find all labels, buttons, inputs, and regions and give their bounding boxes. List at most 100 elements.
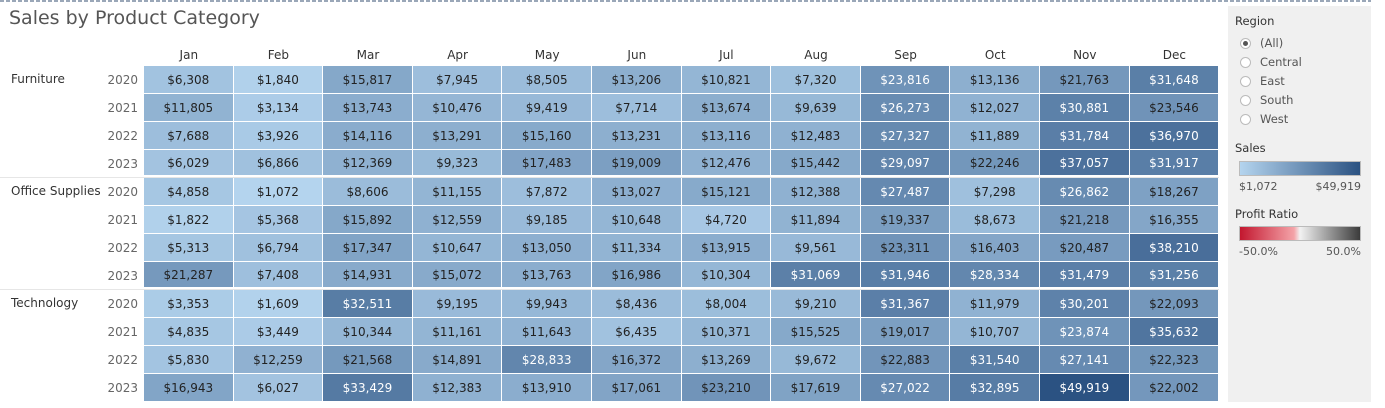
heatmap-cell[interactable]: $35,632 <box>1130 318 1220 346</box>
heatmap-cell[interactable]: $31,540 <box>950 346 1040 374</box>
heatmap-cell[interactable]: $7,945 <box>413 66 503 94</box>
heatmap-cell[interactable]: $30,201 <box>1040 290 1130 318</box>
heatmap-cell[interactable]: $27,487 <box>861 178 951 206</box>
heatmap-cell[interactable]: $21,568 <box>323 346 413 374</box>
heatmap-cell[interactable]: $16,403 <box>950 234 1040 262</box>
heatmap-cell[interactable]: $13,206 <box>592 66 682 94</box>
heatmap-cell[interactable]: $23,816 <box>861 66 951 94</box>
heatmap-cell[interactable]: $17,619 <box>771 374 861 402</box>
heatmap-cell[interactable]: $8,004 <box>682 290 772 318</box>
heatmap-cell[interactable]: $5,368 <box>234 206 324 234</box>
heatmap-cell[interactable]: $7,714 <box>592 94 682 122</box>
heatmap-cell[interactable]: $11,805 <box>144 94 234 122</box>
heatmap-cell[interactable]: $22,002 <box>1130 374 1220 402</box>
heatmap-cell[interactable]: $23,546 <box>1130 94 1220 122</box>
heatmap-cell[interactable]: $11,155 <box>413 178 503 206</box>
heatmap-cell[interactable]: $10,304 <box>682 262 772 290</box>
heatmap-cell[interactable]: $20,487 <box>1040 234 1130 262</box>
heatmap-cell[interactable]: $13,743 <box>323 94 413 122</box>
heatmap-cell[interactable]: $7,408 <box>234 262 324 290</box>
heatmap-cell[interactable]: $23,210 <box>682 374 772 402</box>
heatmap-cell[interactable]: $5,830 <box>144 346 234 374</box>
heatmap-cell[interactable]: $11,894 <box>771 206 861 234</box>
heatmap-cell[interactable]: $22,246 <box>950 150 1040 178</box>
region-option-west[interactable]: West <box>1240 111 1288 127</box>
heatmap-cell[interactable]: $14,891 <box>413 346 503 374</box>
heatmap-cell[interactable]: $12,483 <box>771 122 861 150</box>
heatmap-cell[interactable]: $13,291 <box>413 122 503 150</box>
heatmap-cell[interactable]: $8,606 <box>323 178 413 206</box>
heatmap-cell[interactable]: $3,449 <box>234 318 324 346</box>
heatmap-cell[interactable]: $8,673 <box>950 206 1040 234</box>
region-option-south[interactable]: South <box>1240 92 1293 108</box>
heatmap-cell[interactable]: $1,840 <box>234 66 324 94</box>
heatmap-cell[interactable]: $13,136 <box>950 66 1040 94</box>
heatmap-cell[interactable]: $12,559 <box>413 206 503 234</box>
heatmap-cell[interactable]: $11,161 <box>413 318 503 346</box>
heatmap-cell[interactable]: $13,763 <box>502 262 592 290</box>
heatmap-cell[interactable]: $8,505 <box>502 66 592 94</box>
heatmap-cell[interactable]: $15,892 <box>323 206 413 234</box>
heatmap-cell[interactable]: $36,970 <box>1130 122 1220 150</box>
heatmap-cell[interactable]: $9,185 <box>502 206 592 234</box>
heatmap-cell[interactable]: $13,910 <box>502 374 592 402</box>
heatmap-cell[interactable]: $9,672 <box>771 346 861 374</box>
heatmap-cell[interactable]: $16,986 <box>592 262 682 290</box>
radio-selected-icon[interactable] <box>1240 38 1251 49</box>
heatmap-cell[interactable]: $9,561 <box>771 234 861 262</box>
heatmap-cell[interactable]: $7,298 <box>950 178 1040 206</box>
heatmap-cell[interactable]: $12,027 <box>950 94 1040 122</box>
heatmap-cell[interactable]: $19,009 <box>592 150 682 178</box>
heatmap-cell[interactable]: $21,287 <box>144 262 234 290</box>
heatmap-cell[interactable]: $31,367 <box>861 290 951 318</box>
heatmap-cell[interactable]: $22,883 <box>861 346 951 374</box>
radio-empty-icon[interactable] <box>1240 76 1251 87</box>
heatmap-cell[interactable]: $31,917 <box>1130 150 1220 178</box>
heatmap-cell[interactable]: $15,072 <box>413 262 503 290</box>
heatmap-cell[interactable]: $13,027 <box>592 178 682 206</box>
heatmap-cell[interactable]: $6,435 <box>592 318 682 346</box>
region-option-central[interactable]: Central <box>1240 54 1302 70</box>
heatmap-cell[interactable]: $4,720 <box>682 206 772 234</box>
heatmap-cell[interactable]: $6,308 <box>144 66 234 94</box>
heatmap-cell[interactable]: $9,323 <box>413 150 503 178</box>
heatmap-cell[interactable]: $23,874 <box>1040 318 1130 346</box>
radio-empty-icon[interactable] <box>1240 114 1251 125</box>
heatmap-cell[interactable]: $12,476 <box>682 150 772 178</box>
region-option-east[interactable]: East <box>1240 73 1285 89</box>
heatmap-cell[interactable]: $10,648 <box>592 206 682 234</box>
heatmap-cell[interactable]: $21,218 <box>1040 206 1130 234</box>
radio-empty-icon[interactable] <box>1240 57 1251 68</box>
heatmap-cell[interactable]: $38,210 <box>1130 234 1220 262</box>
heatmap-cell[interactable]: $31,946 <box>861 262 951 290</box>
heatmap-cell[interactable]: $11,334 <box>592 234 682 262</box>
heatmap-cell[interactable]: $11,889 <box>950 122 1040 150</box>
heatmap-cell[interactable]: $1,072 <box>234 178 324 206</box>
heatmap-cell[interactable]: $15,442 <box>771 150 861 178</box>
heatmap-cell[interactable]: $7,688 <box>144 122 234 150</box>
heatmap-cell[interactable]: $19,017 <box>861 318 951 346</box>
heatmap-cell[interactable]: $15,121 <box>682 178 772 206</box>
heatmap-cell[interactable]: $27,141 <box>1040 346 1130 374</box>
heatmap-cell[interactable]: $11,643 <box>502 318 592 346</box>
heatmap-cell[interactable]: $9,210 <box>771 290 861 318</box>
heatmap-cell[interactable]: $10,476 <box>413 94 503 122</box>
heatmap-cell[interactable]: $16,372 <box>592 346 682 374</box>
heatmap-cell[interactable]: $17,483 <box>502 150 592 178</box>
heatmap-cell[interactable]: $4,858 <box>144 178 234 206</box>
heatmap-cell[interactable]: $13,231 <box>592 122 682 150</box>
heatmap-cell[interactable]: $37,057 <box>1040 150 1130 178</box>
heatmap-cell[interactable]: $13,269 <box>682 346 772 374</box>
heatmap-cell[interactable]: $31,648 <box>1130 66 1220 94</box>
heatmap-cell[interactable]: $11,979 <box>950 290 1040 318</box>
heatmap-cell[interactable]: $14,116 <box>323 122 413 150</box>
heatmap-cell[interactable]: $31,069 <box>771 262 861 290</box>
heatmap-cell[interactable]: $15,817 <box>323 66 413 94</box>
heatmap-cell[interactable]: $21,763 <box>1040 66 1130 94</box>
heatmap-cell[interactable]: $31,256 <box>1130 262 1220 290</box>
heatmap-cell[interactable]: $15,525 <box>771 318 861 346</box>
heatmap-cell[interactable]: $12,383 <box>413 374 503 402</box>
heatmap-cell[interactable]: $17,347 <box>323 234 413 262</box>
heatmap-cell[interactable]: $12,259 <box>234 346 324 374</box>
heatmap-cell[interactable]: $13,674 <box>682 94 772 122</box>
